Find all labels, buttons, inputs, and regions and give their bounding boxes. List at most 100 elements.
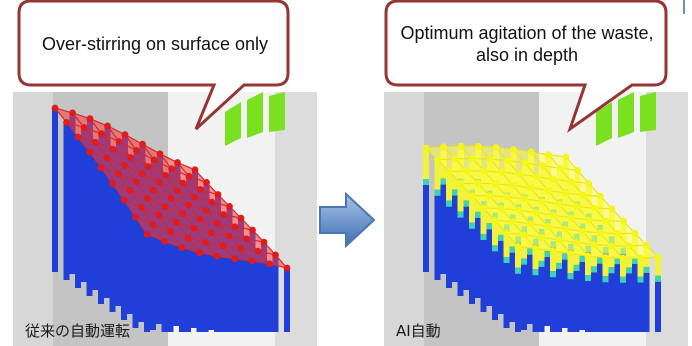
stirring-column (226, 236, 232, 332)
stirring-column (104, 157, 110, 298)
stirring-column (423, 148, 429, 272)
stirring-column (440, 146, 447, 274)
left-caption: 従来の自動運転 (25, 322, 131, 340)
mesh-node (602, 254, 609, 262)
mesh-node (143, 230, 151, 238)
mesh-node (179, 210, 186, 217)
column-mid-band (446, 200, 452, 207)
right-visualization: AI自動 (384, 92, 688, 346)
mesh-node (243, 235, 250, 243)
stirring-column (469, 195, 475, 304)
column-mid-band (527, 248, 533, 255)
mesh-node (150, 156, 158, 164)
column-mid-band (597, 257, 603, 264)
mesh-node (191, 166, 199, 174)
stirring-column (161, 241, 168, 332)
mesh-node (520, 231, 528, 239)
column-mid-band (498, 234, 504, 241)
mesh-node (608, 242, 615, 250)
mesh-node (121, 161, 128, 169)
mesh-node (503, 229, 510, 237)
mesh-node (614, 230, 621, 237)
stirring-column (208, 232, 215, 330)
stirring-column (220, 245, 226, 332)
mesh-node (579, 227, 586, 235)
mesh-node (155, 211, 163, 219)
stirring-column (480, 207, 487, 312)
column-mid-band (573, 264, 580, 271)
stirring-column (144, 234, 150, 332)
stirring-column (475, 183, 481, 298)
mesh-node (469, 155, 476, 162)
mesh-node (161, 237, 168, 245)
mesh-node (509, 181, 517, 189)
column-mid-band (643, 266, 650, 273)
mesh-node (254, 247, 262, 255)
mesh-node (573, 239, 580, 246)
mesh-node (220, 211, 227, 219)
mesh-node (132, 213, 139, 221)
mesh-node (480, 204, 487, 212)
mesh-node (86, 148, 93, 156)
stirring-column (498, 208, 504, 314)
mesh-node (51, 104, 59, 112)
stirring-column (156, 215, 162, 324)
mesh-node (474, 179, 482, 187)
mesh-node (451, 155, 459, 163)
left-chart (13, 92, 317, 346)
mesh-node (196, 215, 204, 223)
stirring-column (434, 159, 441, 280)
stirring-column (515, 246, 521, 332)
left-callout-bubble (17, 0, 290, 131)
mesh-node (231, 255, 238, 263)
stirring-column (231, 258, 238, 332)
stirring-column (249, 260, 255, 332)
mesh-node (167, 194, 175, 202)
mesh-node (527, 184, 534, 192)
stirring-column (237, 248, 244, 332)
column-top-band (515, 246, 521, 268)
column-top-band (637, 258, 644, 277)
mesh-node (156, 179, 163, 186)
mesh-node (539, 162, 546, 170)
mesh-node (121, 131, 129, 139)
mesh-node (585, 180, 593, 187)
mesh-node (497, 205, 505, 212)
mesh-node (173, 187, 181, 194)
mesh-node (475, 142, 482, 150)
column-mid-band (585, 275, 591, 282)
mesh-node (486, 192, 493, 200)
right-callout-bubble (384, 0, 668, 133)
mesh-node (654, 253, 662, 261)
mesh-node (138, 203, 145, 211)
mesh-node (179, 179, 187, 187)
mesh-node (162, 171, 169, 179)
stirring-column (632, 233, 638, 332)
column-mid-band (515, 267, 521, 274)
stirring-column (167, 231, 174, 332)
stirring-column (585, 256, 591, 332)
mesh-node (237, 214, 245, 222)
mesh-node (98, 130, 105, 138)
mesh-node (538, 198, 546, 205)
stirring-column (150, 224, 156, 330)
mesh-node (510, 145, 517, 153)
column-top-band (480, 207, 487, 234)
mesh-node (503, 193, 511, 201)
column-mid-band (544, 251, 551, 258)
mesh-node (132, 178, 140, 186)
mesh-node (109, 180, 116, 187)
mesh-node (562, 153, 570, 161)
column-top-band (655, 257, 661, 276)
mesh-node (249, 226, 256, 234)
stirring-column (63, 122, 70, 280)
column-mid-band (579, 255, 586, 262)
mesh-node (619, 254, 627, 262)
stirring-column (255, 251, 261, 332)
mesh-node (74, 133, 82, 141)
stirring-column (463, 170, 470, 290)
mesh-node (225, 232, 233, 240)
stirring-column (591, 244, 597, 332)
mesh-node (196, 249, 203, 257)
